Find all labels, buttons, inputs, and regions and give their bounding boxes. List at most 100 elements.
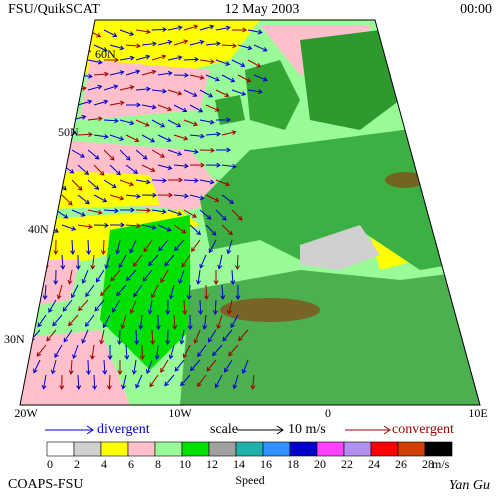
colorbar-label: 26 [395, 457, 407, 471]
wind-arrow [253, 44, 268, 52]
colorbar-swatch [73, 441, 102, 457]
header-center: 12 May 2003 [225, 2, 300, 17]
wind-arrow [145, 359, 153, 375]
wind-arrow [121, 374, 127, 390]
legend-scale: scale [210, 422, 238, 437]
wind-arrow [53, 239, 59, 255]
speed-zone [30, 170, 160, 210]
wind-arrow [220, 284, 226, 300]
wind-arrow [199, 209, 212, 220]
wind-arrow [135, 149, 148, 160]
wind-arrow [167, 119, 182, 128]
wind-arrow [151, 88, 167, 94]
wind-arrow [102, 314, 111, 329]
wind-arrow [77, 164, 90, 176]
wind-arrow [197, 344, 207, 358]
wind-arrow [141, 192, 157, 198]
wind-arrow [214, 374, 223, 389]
wind-arrow [119, 149, 131, 161]
wind-arrow [173, 72, 189, 78]
wind-arrow [85, 359, 91, 375]
wind-arrow [39, 59, 54, 68]
land [200, 120, 480, 270]
wind-arrow [151, 178, 167, 184]
wind-arrow [81, 329, 89, 344]
wind-arrow [71, 209, 86, 217]
wind-arrow [55, 29, 71, 36]
wind-arrow [157, 224, 172, 232]
wind-arrow [142, 269, 153, 282]
wind-arrow [189, 39, 205, 46]
wind-arrow [196, 269, 201, 285]
wind-arrow [164, 374, 175, 387]
wind-arrow [67, 269, 73, 285]
wind-arrow [71, 29, 86, 37]
wind-arrow [103, 84, 119, 91]
wind-arrow [157, 164, 173, 171]
wind-arrow [164, 254, 175, 267]
land [180, 270, 480, 405]
wind-arrow [77, 131, 93, 137]
wind-arrow [221, 43, 237, 49]
colorbar-label: 12 [206, 457, 218, 471]
wind-arrow [183, 56, 199, 62]
wind-arrow [168, 284, 175, 300]
wind-arrow [189, 162, 205, 168]
wind-arrow [125, 102, 141, 108]
wind-arrow [87, 179, 100, 190]
wind-arrow [221, 130, 237, 136]
wind-arrow [199, 59, 215, 65]
wind-arrow [247, 59, 262, 68]
wind-arrow [45, 74, 60, 82]
wind-arrow [110, 269, 121, 282]
wind-arrow [100, 239, 106, 255]
wind-arrow [119, 179, 134, 187]
wind-arrow [87, 149, 100, 160]
wind-arrow [222, 329, 233, 342]
wind-arrow [173, 104, 188, 113]
wind-arrow [61, 224, 77, 231]
wind-arrow [77, 44, 92, 53]
wind-arrow [173, 39, 189, 46]
wind-arrow [151, 284, 159, 299]
wind-arrow [139, 344, 145, 360]
colorbar-swatch [181, 441, 210, 457]
wind-arrow [186, 284, 192, 300]
colorbar-swatch [397, 441, 426, 457]
wind-arrow [198, 299, 204, 315]
wind-arrow [116, 284, 127, 297]
wind-arrow [109, 134, 125, 141]
wind-arrow [141, 224, 157, 230]
map-frame [19, 19, 481, 406]
wind-arrow [59, 374, 65, 390]
wind-arrow [205, 104, 220, 112]
wind-arrow [112, 299, 121, 313]
colorbar-title: Speed [235, 473, 264, 487]
wind-arrow [147, 299, 153, 315]
wind-arrow [124, 344, 130, 360]
wind-arrow [81, 269, 89, 284]
wind-arrow [160, 269, 169, 283]
wind-arrow [203, 284, 209, 300]
wind-arrow [224, 359, 233, 373]
wind-arrow [231, 27, 247, 33]
wind-arrow [125, 193, 141, 199]
wind-arrow [129, 239, 137, 254]
wind-arrow [208, 239, 217, 254]
wind-arrow [61, 74, 77, 81]
wind-arrow [71, 179, 83, 191]
wind-arrow [135, 119, 150, 127]
wind-arrow [183, 89, 198, 97]
map-area [20, 20, 480, 405]
wind-arrow [46, 329, 57, 342]
wind-arrow [168, 177, 183, 183]
legend-convergent: convergent [392, 422, 454, 437]
wind-arrow [199, 24, 215, 31]
wind-arrow [173, 224, 187, 234]
wind-arrow [106, 374, 112, 390]
wind-arrow [183, 149, 199, 155]
wind-arrow [104, 254, 111, 270]
wind-arrow [182, 344, 191, 359]
land [215, 95, 245, 125]
wind-arrow [94, 299, 105, 312]
